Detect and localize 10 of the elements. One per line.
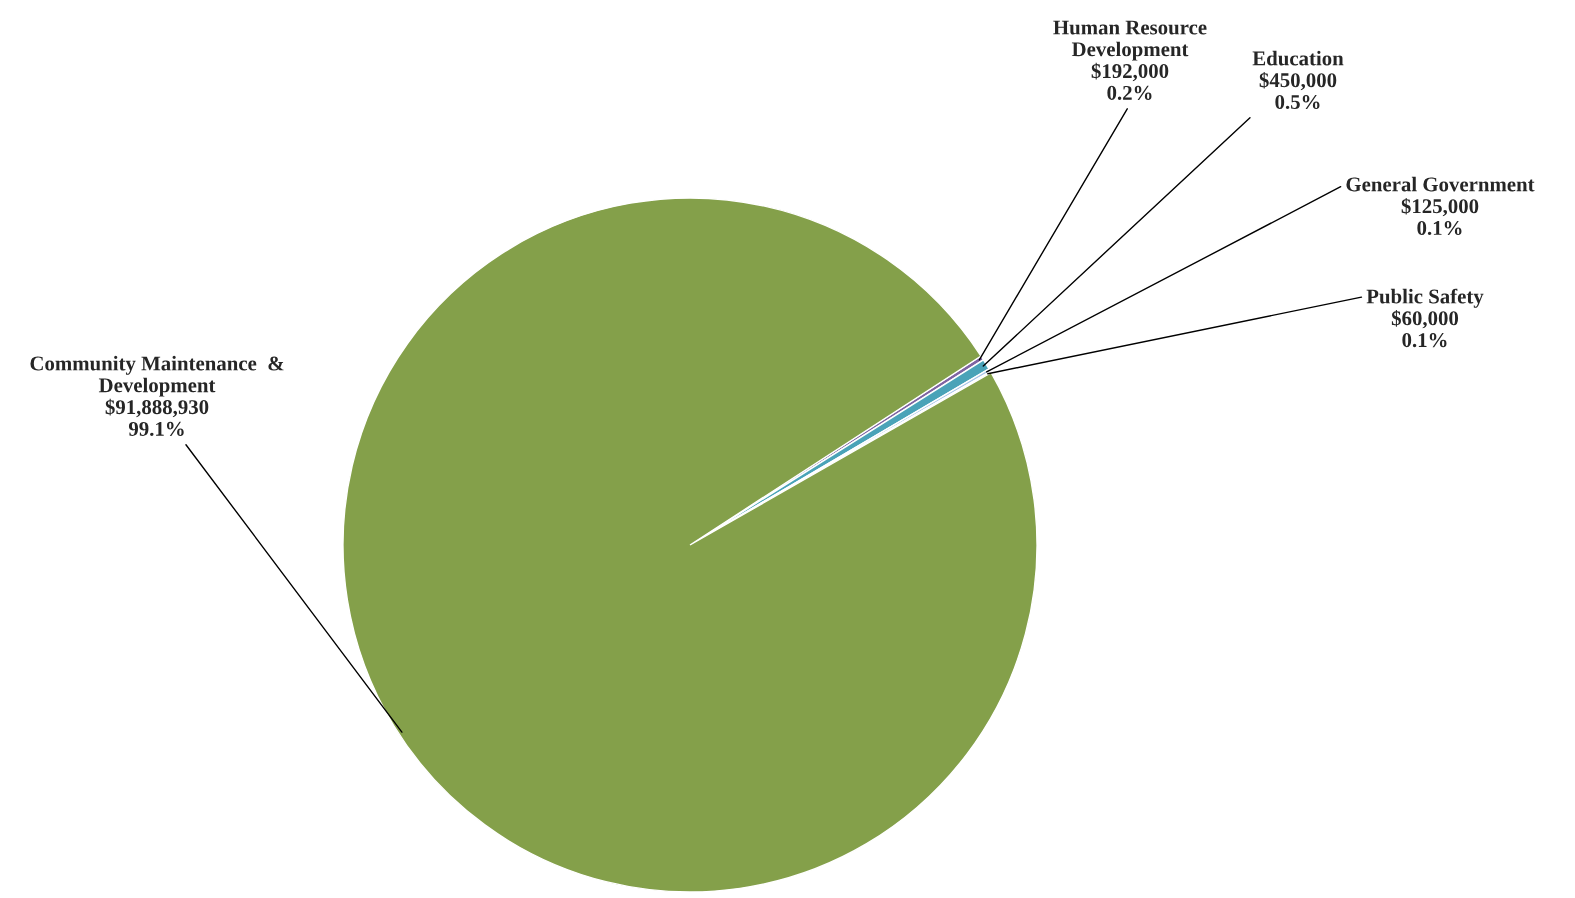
slice-label: Human Resource Development: [1053, 20, 1207, 61]
data-label: $192,000 0.2%: [1091, 62, 1169, 100]
data-label: $125,000 0.1%: [1401, 197, 1479, 236]
data-label: $450,000 0.5%: [1259, 71, 1337, 110]
slice-label: Education: [1252, 50, 1344, 66]
data-label: $60,000 0.1%: [1391, 310, 1459, 348]
slice-label: Public Safety: [1366, 288, 1484, 308]
slice-label: Community Maintenance & Development: [30, 355, 284, 397]
slice-label: General Government: [1346, 176, 1535, 192]
data-label: $91,888,930 99.1%: [105, 398, 209, 437]
